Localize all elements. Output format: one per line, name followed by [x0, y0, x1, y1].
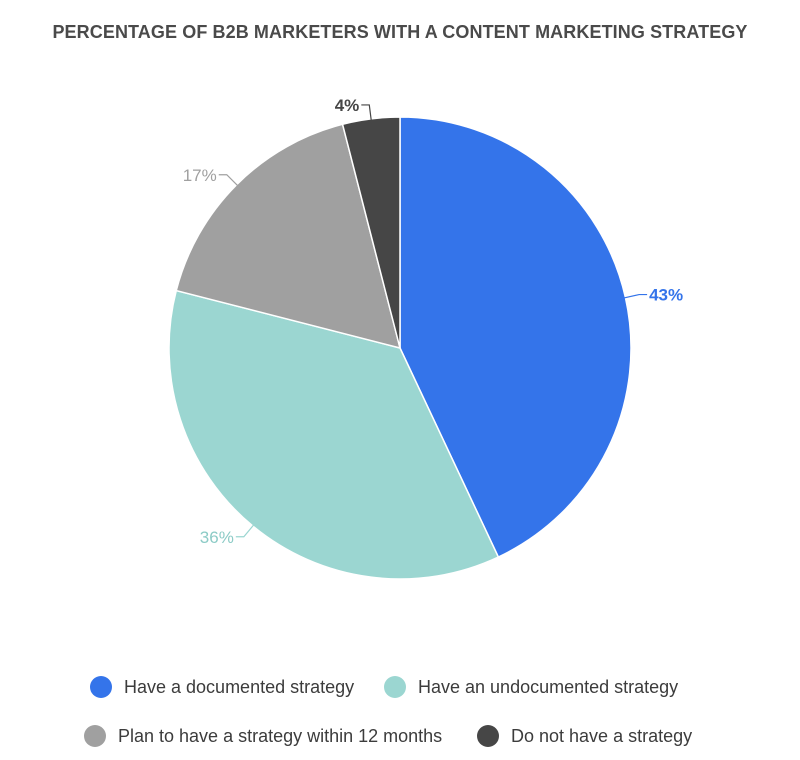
data-label-documented: 43%	[649, 286, 683, 305]
legend-swatch-plan	[84, 725, 106, 747]
legend-label-documented: Have a documented strategy	[124, 676, 355, 697]
leader-line-documented	[623, 293, 648, 299]
legend-label-undocumented: Have an undocumented strategy	[418, 676, 679, 697]
legend-swatch-undocumented	[384, 676, 406, 698]
legend-item-none: Do not have a strategy	[477, 722, 692, 750]
leader-line-none	[361, 104, 372, 121]
leader-line-plan	[218, 174, 239, 187]
leader-line-undocumented	[235, 524, 255, 538]
legend-item-plan: Plan to have a strategy within 12 months	[84, 722, 442, 750]
legend-item-documented: Have a documented strategy	[90, 673, 354, 701]
legend-label-plan: Plan to have a strategy within 12 months	[118, 725, 443, 746]
data-label-none: 4%	[335, 96, 360, 115]
legend-swatch-documented	[90, 676, 112, 698]
data-label-undocumented: 36%	[200, 528, 234, 547]
chart-title: PERCENTAGE OF B2B MARKETERS WITH A CONTE…	[52, 22, 748, 42]
legend-label-none: Do not have a strategy	[511, 725, 693, 746]
legend-item-undocumented: Have an undocumented strategy	[384, 673, 678, 701]
pie-chart: 43% 36% 17% 4%	[168, 96, 683, 580]
data-label-plan: 17%	[183, 166, 217, 185]
legend-swatch-none	[477, 725, 499, 747]
